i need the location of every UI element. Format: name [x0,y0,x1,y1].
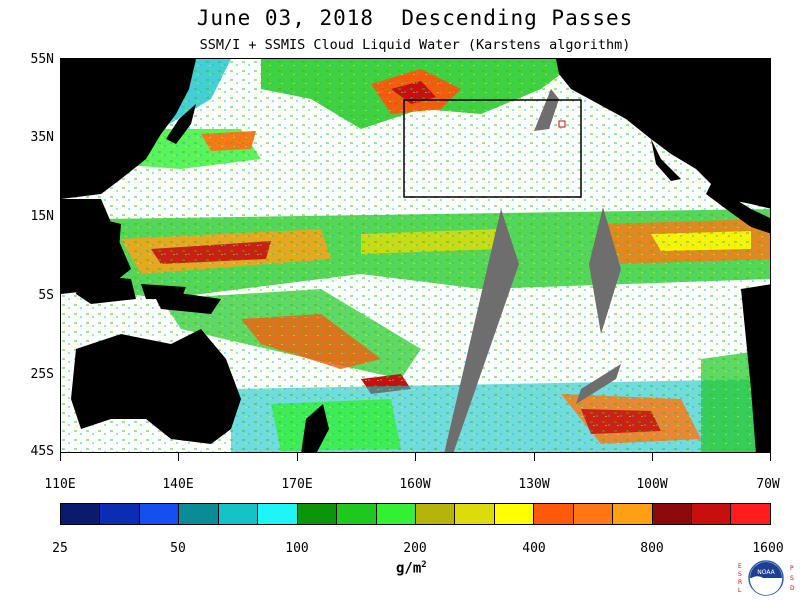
colorbar-label-50: 50 [170,541,186,556]
units-label: g/m2 [396,560,427,577]
logo-left-letter: S [738,571,742,578]
logo-left-letter: R [738,579,742,586]
colorbar-swatch-3 [179,504,219,524]
map-canvas [61,59,770,452]
logo-right-letter: D [790,585,795,592]
lon-tick [534,453,535,461]
lon-label-110e: 110E [44,477,76,492]
colorbar-swatch-9 [415,504,456,524]
small-region-box [558,120,566,128]
map-title: June 03, 2018 Descending Passes [196,6,634,30]
lon-label-70w: 70W [756,477,780,492]
colorbar-label-1600: 1600 [752,541,784,556]
lon-label-160w: 160W [399,477,431,492]
lon-label-140e: 140E [162,477,194,492]
lon-label-170e: 170E [281,477,313,492]
lat-label-35n: 35N [30,130,54,145]
units-text: g/m [396,560,422,577]
colorbar-swatch-4 [218,504,259,524]
colorbar-label-100: 100 [285,541,309,556]
region-box [403,99,582,198]
colorbar-swatch-7 [337,504,377,524]
colorbar-swatch-11 [494,504,535,524]
colorbar-swatch-10 [455,504,495,524]
colorbar-swatch-6 [297,504,338,524]
logo-left-letter: E [738,563,742,570]
logo-center-text: NOAA [757,569,775,576]
colorbar-label-25: 25 [52,541,68,556]
lon-tick [297,453,298,461]
cloud-liquid-water-map [60,58,771,453]
lat-label-25s: 25S [30,367,54,382]
colorbar-swatch-1 [100,504,140,524]
lon-label-100w: 100W [636,477,668,492]
logo-right-letter: P [790,565,794,572]
lon-label-130w: 130W [518,477,550,492]
colorbar-swatch-12 [534,504,574,524]
lon-tick [60,453,61,461]
colorbar-label-400: 400 [522,541,546,556]
colorbar-swatch-14 [613,504,653,524]
logo-left-letter: L [738,587,742,594]
color-scale-bar [60,503,771,525]
lon-tick [652,453,653,461]
lat-label-5s: 5S [38,288,54,303]
colorbar-swatch-0 [61,504,101,524]
colorbar-label-800: 800 [640,541,664,556]
lon-tick [178,453,179,461]
colorbar-swatch-13 [573,504,614,524]
lon-tick [415,453,416,461]
noaa-logo: NOAA E S R L P S D [738,560,795,596]
land-masses [61,59,770,452]
lat-label-55n: 55N [30,52,54,67]
lat-label-45s: 45S [30,444,54,459]
units-exponent: 2 [421,560,427,570]
map-subtitle: SSM/I + SSMIS Cloud Liquid Water (Karste… [199,37,631,53]
colorbar-swatch-8 [376,504,416,524]
lon-tick [770,453,771,461]
colorbar-label-200: 200 [403,541,427,556]
colorbar-swatch-16 [692,504,732,524]
colorbar-swatch-5 [258,504,298,524]
logo-right-letter: S [790,575,794,582]
colorbar-swatch-15 [652,504,692,524]
colorbar-swatch-2 [139,504,180,524]
lat-label-15n: 15N [30,209,54,224]
colorbar-swatch-17 [731,504,770,524]
